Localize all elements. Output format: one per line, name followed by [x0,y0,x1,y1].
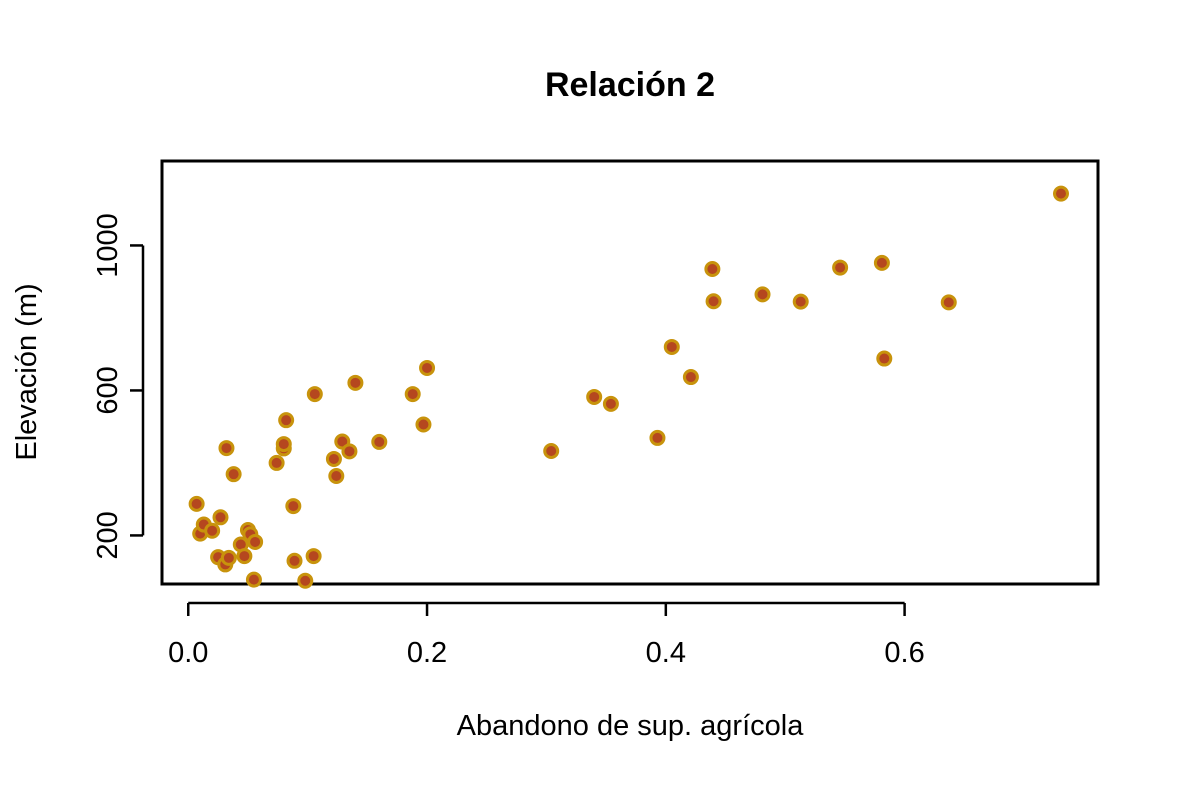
data-point [754,286,771,303]
data-point [225,466,242,483]
data-point [586,388,603,405]
data-point [682,369,699,386]
data-point [218,440,235,457]
y-axis: 200 600 1000 [92,213,145,560]
chart-title: Relación 2 [545,66,715,104]
x-axis-label: Abandono de sup. agrícola [457,710,805,742]
data-point [876,350,893,367]
data-point [236,548,253,565]
data-point [419,359,436,376]
data-point [297,572,314,589]
x-tick-label: 0.2 [407,637,447,669]
y-axis-label: Elevación (m) [11,283,43,460]
data-point [649,429,666,446]
y-tick-label: 1000 [92,213,124,278]
data-point [873,254,890,271]
data-point [602,395,619,412]
data-point [371,433,388,450]
data-point [325,450,342,467]
data-point [247,533,264,550]
data-point [705,293,722,310]
x-tick-label: 0.4 [646,637,686,669]
plot-frame [160,159,1100,586]
data-point [663,338,680,355]
data-point [278,412,295,429]
data-point [415,416,432,433]
data-point [220,549,237,566]
data-point [328,467,345,484]
data-point [305,548,322,565]
data-point [286,552,303,569]
y-tick-label: 200 [92,511,124,559]
data-point [285,498,302,515]
data-point [268,454,285,471]
data-point [347,374,364,391]
data-point [188,495,205,512]
data-point [204,522,221,539]
data-point [940,294,957,311]
x-axis: 0.0 0.2 0.4 0.6 [168,601,925,669]
data-point [404,386,421,403]
data-point [1052,185,1069,202]
data-point [306,386,323,403]
x-tick-label: 0.0 [168,637,208,669]
data-point [792,293,809,310]
data-point [275,436,292,453]
points-layer [188,185,1069,589]
y-tick-label: 600 [92,366,124,414]
data-point [212,509,229,526]
data-point [245,571,262,588]
data-point [341,443,358,460]
x-tick-label: 0.6 [884,637,924,669]
data-point [704,261,721,278]
data-point [543,442,560,459]
data-point [832,259,849,276]
